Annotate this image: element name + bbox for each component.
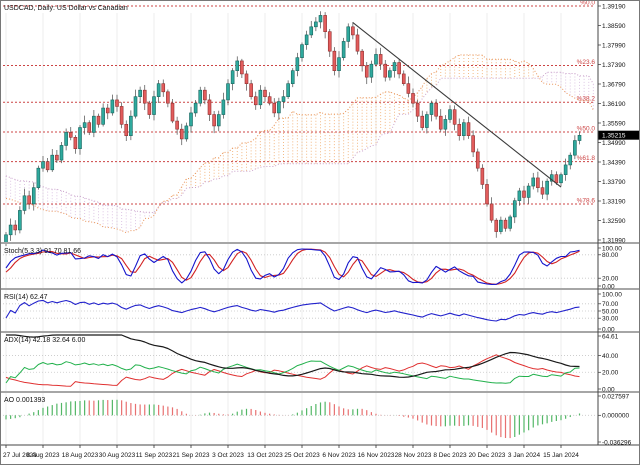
svg-text:%78.6: %78.6 — [577, 197, 596, 204]
svg-text:15 Jan 2024: 15 Jan 2024 — [543, 452, 579, 459]
rsi-panel[interactable] — [3, 299, 595, 322]
svg-text:1.39190: 1.39190 — [602, 3, 626, 10]
stochastic-label: Stoch(5,3,3) 91.70 81.66 — [4, 248, 81, 255]
svg-text:1.33190: 1.33190 — [602, 198, 626, 205]
adx-panel[interactable] — [3, 334, 595, 387]
svg-text:6 Nov 2023: 6 Nov 2023 — [322, 452, 356, 459]
svg-text:%23.6: %23.6 — [577, 59, 596, 66]
current-price-tag: 1.35215 — [598, 130, 639, 140]
svg-text:0.027597: 0.027597 — [602, 393, 629, 400]
svg-text:28 Nov 2023: 28 Nov 2023 — [395, 452, 432, 459]
svg-text:1.34390: 1.34390 — [602, 159, 626, 166]
svg-text:21 Sep 2023: 21 Sep 2023 — [173, 452, 210, 459]
svg-text:1.38590: 1.38590 — [602, 23, 626, 30]
svg-text:1.35215: 1.35215 — [602, 133, 626, 140]
svg-text:1.37390: 1.37390 — [602, 62, 626, 69]
svg-text:20.00: 20.00 — [602, 276, 619, 283]
svg-text:0.00: 0.00 — [602, 386, 615, 393]
panel-dividers[interactable] — [1, 242, 640, 393]
price-axis[interactable]: 100.0080.0020.000.00100.0070.0050.0030.0… — [597, 1, 632, 446]
svg-text:1.32590: 1.32590 — [602, 218, 626, 225]
adx-label: ADX(14) 42.18 32.64 6.00 — [4, 337, 85, 344]
svg-text:%0.0: %0.0 — [580, 1, 595, 7]
svg-text:18 Aug 2023: 18 Aug 2023 — [62, 452, 99, 459]
svg-text:1.33790: 1.33790 — [602, 179, 626, 186]
svg-text:16 Nov 2023: 16 Nov 2023 — [358, 452, 395, 459]
svg-text:-0.036296: -0.036296 — [602, 439, 632, 446]
svg-text:1.35590: 1.35590 — [602, 120, 626, 127]
stochastic-panel[interactable] — [3, 248, 595, 285]
svg-text:30.00: 30.00 — [602, 316, 619, 323]
ao-label: AO 0.001393 — [4, 397, 45, 404]
svg-text:25 Oct 2023: 25 Oct 2023 — [284, 452, 320, 459]
svg-text:13 Oct 2023: 13 Oct 2023 — [247, 452, 283, 459]
svg-text:80.00: 80.00 — [602, 252, 619, 259]
svg-text:100.00: 100.00 — [602, 245, 622, 252]
svg-text:1.31990: 1.31990 — [602, 237, 626, 244]
svg-text:20 Dec 2023: 20 Dec 2023 — [469, 452, 506, 459]
svg-text:3 Jan 2024: 3 Jan 2024 — [508, 452, 541, 459]
trendline[interactable] — [352, 22, 562, 188]
svg-text:1.36190: 1.36190 — [602, 101, 626, 108]
svg-text:100.00: 100.00 — [602, 291, 622, 298]
candles-layer — [4, 11, 582, 246]
svg-text:64.61: 64.61 — [602, 333, 619, 340]
svg-text:0.000000: 0.000000 — [602, 413, 629, 420]
svg-text:%50.0: %50.0 — [577, 125, 596, 132]
svg-text:30 Aug 2023: 30 Aug 2023 — [99, 452, 136, 459]
svg-text:27 Jul 2023: 27 Jul 2023 — [3, 452, 37, 459]
svg-text:50.00: 50.00 — [602, 308, 619, 315]
svg-text:11 Sep 2023: 11 Sep 2023 — [136, 452, 173, 459]
ichimoku-cloud — [5, 54, 594, 234]
rsi-label: RSI(14) 62.47 — [4, 294, 48, 301]
svg-text:1.34990: 1.34990 — [602, 140, 626, 147]
svg-text:0.00: 0.00 — [602, 283, 615, 290]
svg-text:3 Oct 2023: 3 Oct 2023 — [212, 452, 244, 459]
svg-text:%61.8: %61.8 — [577, 155, 596, 162]
svg-text:8 Aug 2023: 8 Aug 2023 — [27, 452, 60, 459]
svg-text:20.00: 20.00 — [602, 370, 619, 377]
ao-panel[interactable] — [3, 399, 595, 439]
svg-text:40.00: 40.00 — [602, 353, 619, 360]
svg-text:70.00: 70.00 — [602, 301, 619, 308]
svg-text:%38.2: %38.2 — [577, 96, 596, 103]
svg-text:0.00: 0.00 — [602, 326, 615, 333]
svg-text:1.37990: 1.37990 — [602, 42, 626, 49]
chart-title: USDCAD, Daily: US Dollar vs Canadian — [4, 5, 128, 12]
svg-text:8 Dec 2023: 8 Dec 2023 — [433, 452, 467, 459]
svg-text:1.36790: 1.36790 — [602, 81, 626, 88]
